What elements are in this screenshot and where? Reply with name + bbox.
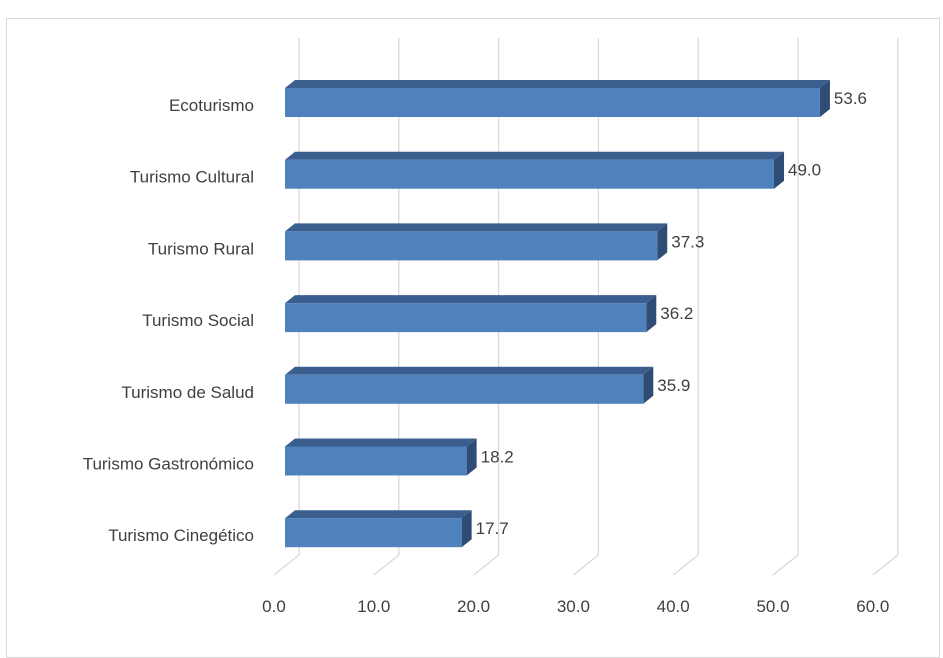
bar-side-4 [643, 366, 654, 404]
data-label-0: 53.6 [834, 89, 867, 108]
x-tick-label-3: 30.0 [557, 597, 590, 616]
bar-front-4 [285, 374, 644, 404]
gridline-3 [572, 38, 600, 576]
labels: 0.0 10.0 20.0 30.0 40.0 50.0 60.0 Ecoturismo 53.… [83, 89, 890, 616]
bar-top-6 [285, 510, 472, 519]
chart-frame [6, 18, 940, 658]
bar-front-3 [285, 303, 647, 333]
bars [285, 80, 830, 548]
bar-side-3 [646, 295, 657, 333]
x-tick-label-2: 20.0 [457, 597, 490, 616]
gridline-1 [373, 38, 400, 576]
bar-3 [285, 295, 657, 333]
x-tick-label-6: 60.0 [856, 597, 889, 616]
data-label-1: 49.0 [788, 161, 821, 180]
bar-side-5 [466, 438, 477, 476]
category-label-1: Turismo Cultural [130, 168, 254, 187]
bar-top-4 [285, 366, 654, 375]
x-tick-label-1: 10.0 [357, 597, 390, 616]
bar-chart: 0.0 10.0 20.0 30.0 40.0 50.0 60.0 Ecoturismo 53.… [83, 38, 899, 616]
bar-side-2 [657, 223, 668, 261]
bar-4 [285, 366, 654, 404]
bar-5 [285, 438, 477, 476]
bar-top-0 [285, 80, 830, 88]
bar-front-2 [285, 231, 658, 261]
data-label-4: 35.9 [657, 376, 690, 395]
bar-6 [285, 510, 472, 548]
gridline-5 [772, 38, 799, 576]
gridline-2 [473, 38, 500, 576]
bar-top-5 [285, 438, 477, 447]
bar-2 [285, 223, 668, 261]
x-tick-label-0: 0.0 [262, 597, 286, 616]
bar-front-5 [285, 446, 467, 476]
gridlines [273, 38, 899, 576]
data-label-5: 18.2 [481, 448, 514, 467]
category-label-2: Turismo Rural [148, 239, 254, 258]
bar-front-6 [285, 518, 462, 548]
bar-side-0 [819, 80, 830, 117]
category-label-0: Ecoturismo [169, 96, 254, 115]
bar-top-3 [285, 295, 657, 304]
data-label-2: 37.3 [671, 232, 704, 251]
x-tick-label-5: 50.0 [756, 597, 789, 616]
bar-top-2 [285, 223, 668, 232]
x-tick-label-4: 40.0 [657, 597, 690, 616]
data-label-3: 36.2 [660, 304, 693, 323]
gridline-6 [872, 38, 899, 576]
category-label-3: Turismo Social [142, 311, 254, 330]
gridline-0 [273, 38, 300, 576]
category-label-4: Turismo de Salud [121, 383, 254, 402]
category-label-6: Turismo Cinegético [108, 526, 254, 545]
bar-side-6 [461, 510, 472, 548]
category-label-5: Turismo Gastronómico [83, 455, 254, 474]
bar-side-1 [774, 151, 785, 189]
bar-0 [285, 80, 830, 117]
bar-front-0 [285, 88, 820, 117]
bar-1 [285, 151, 785, 189]
gridline-4 [672, 38, 699, 576]
bar-top-1 [285, 151, 785, 160]
bar-front-1 [285, 159, 775, 189]
data-label-6: 17.7 [476, 519, 509, 538]
